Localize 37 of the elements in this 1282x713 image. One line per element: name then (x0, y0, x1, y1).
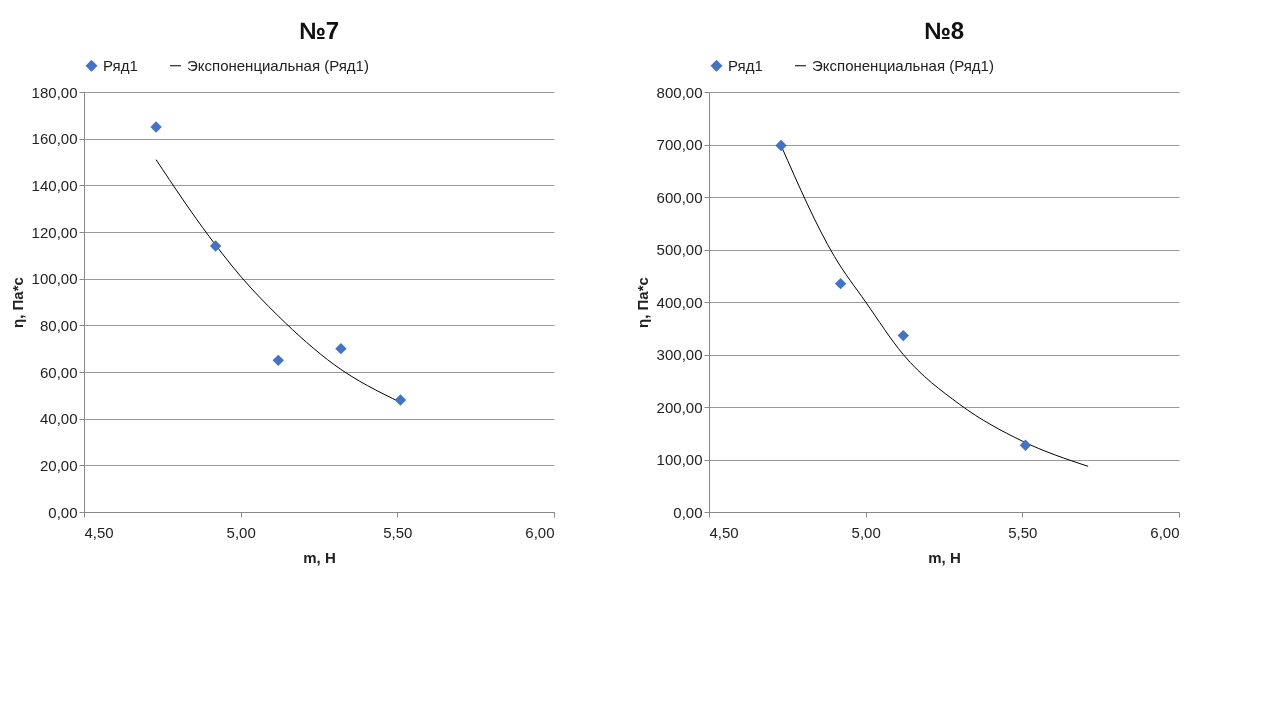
x-axis-title: m, Н (928, 548, 961, 566)
y-tick-label: 180,00 (31, 83, 78, 101)
legend-label: Экспоненциальная (Ряд1) (812, 56, 994, 74)
y-tick-label: 100,00 (656, 451, 703, 468)
y-tick-label: 400,00 (656, 293, 703, 311)
y-tick-label: 300,00 (656, 346, 703, 363)
y-tick-label: 700,00 (656, 136, 703, 153)
x-tick-label: 5,00 (226, 523, 256, 541)
chart-title: №7 (298, 17, 340, 44)
x-axis-title: m, Н (303, 548, 336, 566)
y-tick-label: 0,00 (673, 503, 703, 521)
y-tick-label: 200,00 (656, 398, 703, 416)
y-tick-label: 40,00 (39, 410, 78, 428)
y-tick-label: 120,00 (31, 223, 78, 241)
y-tick-label: 500,00 (656, 241, 703, 258)
y-tick-label: 800,00 (656, 83, 703, 101)
x-tick-label: 4,50 (709, 523, 739, 541)
y-tick-label: 160,00 (31, 130, 78, 148)
x-tick-label: 5,50 (383, 523, 413, 541)
y-tick-label: 20,00 (39, 456, 78, 474)
chart-title: №8 (923, 17, 965, 44)
y-tick-label: 80,00 (39, 316, 78, 334)
y-tick-label: 60,00 (39, 363, 78, 381)
legend-label: Ряд1 (728, 56, 763, 74)
y-axis-title: η, Па*с (8, 277, 26, 328)
y-tick-label: 100,00 (31, 270, 78, 288)
y-tick-label: 0,00 (48, 503, 78, 521)
y-tick-label: 600,00 (656, 188, 703, 206)
x-tick-label: 5,50 (1008, 523, 1038, 541)
x-tick-label: 4,50 (84, 523, 114, 541)
x-tick-label: 6,00 (525, 523, 555, 541)
x-tick-label: 5,00 (851, 523, 881, 541)
x-tick-label: 6,00 (1150, 523, 1180, 541)
legend-label: Ряд1 (103, 56, 138, 74)
y-tick-label: 140,00 (31, 176, 78, 194)
legend-label: Экспоненциальная (Ряд1) (187, 56, 369, 74)
y-axis-title: η, Па*с (633, 277, 651, 328)
